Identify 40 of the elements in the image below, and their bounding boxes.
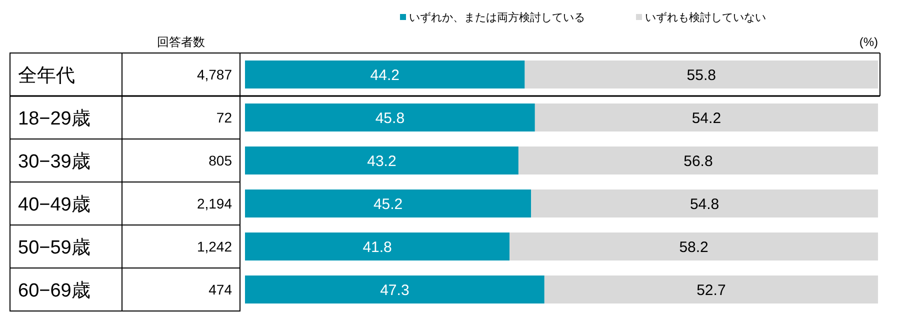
bar — [510, 232, 878, 260]
legend-label: いずれも検討していない — [645, 11, 766, 24]
text: 回答者数 — [157, 35, 205, 49]
data-label: 41.8 — [362, 239, 392, 256]
data-label: 58.2 — [679, 239, 708, 256]
data-label: 47.3 — [380, 282, 410, 299]
bar — [245, 146, 518, 174]
bar — [245, 232, 510, 260]
data-label: 56.8 — [684, 153, 713, 170]
data-label: 52.7 — [696, 282, 726, 299]
y-tick-label: 40−49歳 — [18, 194, 90, 216]
y-tick-label: 50−59歳 — [18, 238, 90, 258]
text: 4,787 — [196, 66, 232, 82]
y-tick-label: 全年代 — [18, 66, 75, 86]
bar — [544, 276, 878, 304]
y-tick-label: 30−39歳 — [18, 152, 90, 172]
data-label: 55.8 — [686, 67, 716, 84]
text: 805 — [208, 152, 232, 168]
legend-label: いずれか、または両方検討している — [409, 11, 585, 24]
bar — [245, 104, 535, 132]
bar — [534, 104, 878, 132]
text: (%) — [859, 35, 878, 49]
data-label: 43.2 — [367, 153, 396, 170]
text: 2,194 — [196, 196, 232, 212]
bar — [245, 190, 532, 218]
text: 72 — [216, 110, 232, 126]
y-tick-label: 60−69歳 — [18, 280, 90, 302]
bar — [518, 146, 878, 174]
data-label: 44.2 — [370, 67, 400, 84]
bar — [245, 60, 525, 88]
data-label: 54.2 — [692, 110, 722, 127]
y-tick-label: 18−29歳 — [18, 108, 90, 130]
bar — [524, 60, 878, 88]
data-label: 54.8 — [690, 196, 720, 213]
bar — [245, 276, 544, 304]
text: 474 — [208, 282, 232, 298]
data-label: 45.8 — [375, 110, 405, 127]
data-label: 45.2 — [373, 196, 403, 213]
text: 1,242 — [196, 238, 232, 254]
bar — [531, 190, 878, 218]
